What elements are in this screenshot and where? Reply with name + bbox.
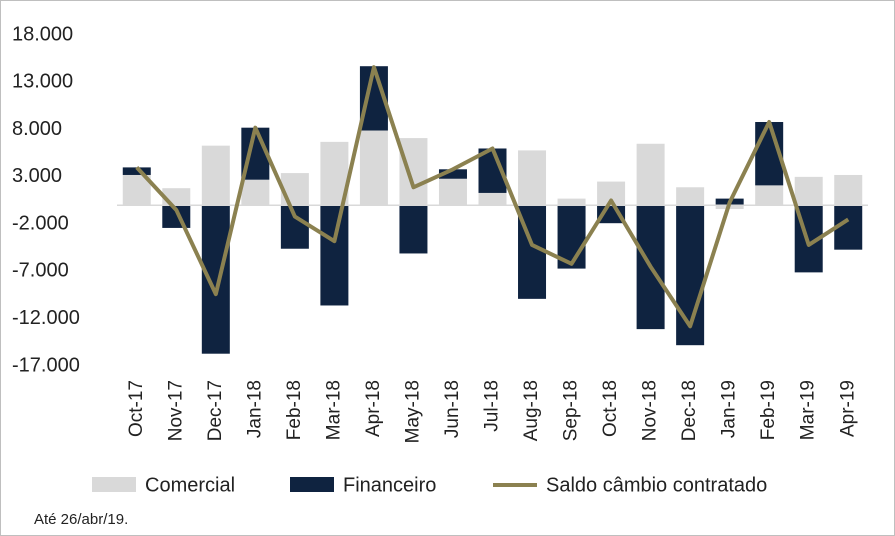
- x-tick-label: Jul-18: [482, 380, 503, 432]
- x-tick-label: Feb-18: [284, 380, 305, 440]
- x-tick-label: Dec-18: [679, 380, 700, 441]
- bar: [438, 169, 467, 179]
- y-tick-label: 13.000: [12, 71, 73, 93]
- bar: [438, 178, 467, 206]
- footnote: Até 26/abr/19.: [34, 511, 128, 528]
- x-tick-label: Apr-19: [837, 380, 858, 437]
- x-tick-label: Nov-17: [165, 380, 186, 441]
- legend-swatch: [290, 477, 334, 492]
- bar: [320, 205, 349, 306]
- x-tick-label: Jan-19: [719, 380, 740, 438]
- y-tick-label: -17.000: [12, 354, 80, 376]
- y-tick-label: 8.000: [12, 118, 62, 140]
- bar: [636, 143, 665, 206]
- bar: [201, 205, 230, 354]
- bar: [755, 185, 784, 206]
- legend-label: Financeiro: [343, 474, 436, 496]
- bar: [122, 167, 151, 175]
- x-tick-label: Nov-18: [640, 380, 661, 441]
- legend-label: Comercial: [145, 474, 235, 496]
- x-tick-label: Sep-18: [561, 380, 582, 441]
- line: [135, 65, 850, 329]
- x-tick-label: Aug-18: [521, 380, 542, 441]
- x-tick-label: Oct-18: [600, 380, 621, 437]
- x-tick-label: Jan-18: [244, 380, 265, 438]
- y-tick-label: -2.000: [12, 212, 69, 234]
- bar: [241, 179, 270, 206]
- y-tick-label: 18.000: [12, 23, 73, 45]
- y-tick-label: -7.000: [12, 260, 69, 282]
- x-tick-label: May-18: [402, 380, 423, 443]
- x-tick-label: Mar-18: [323, 380, 344, 440]
- bar: [478, 192, 507, 206]
- y-tick-label: -12.000: [12, 307, 80, 329]
- x-tick-label: Apr-18: [363, 380, 384, 437]
- bar: [201, 145, 230, 206]
- bar: [518, 150, 547, 206]
- x-tick-label: Mar-19: [798, 380, 819, 440]
- bar: [280, 173, 309, 206]
- bar: [557, 198, 586, 206]
- bar: [676, 187, 705, 206]
- legend-label: Saldo câmbio contratado: [546, 474, 767, 496]
- bar: [597, 181, 626, 206]
- legend-swatch: [92, 477, 136, 492]
- bar: [794, 176, 823, 206]
- bar: [399, 138, 428, 206]
- x-tick-label: Dec-17: [205, 380, 226, 441]
- bar: [834, 174, 863, 206]
- bar: [359, 130, 388, 206]
- x-tick-label: Oct-17: [126, 380, 147, 437]
- x-tick-label: Feb-19: [758, 380, 779, 440]
- bar: [399, 205, 428, 254]
- y-tick-label: 3.000: [12, 165, 62, 187]
- x-tick-label: Jun-18: [442, 380, 463, 438]
